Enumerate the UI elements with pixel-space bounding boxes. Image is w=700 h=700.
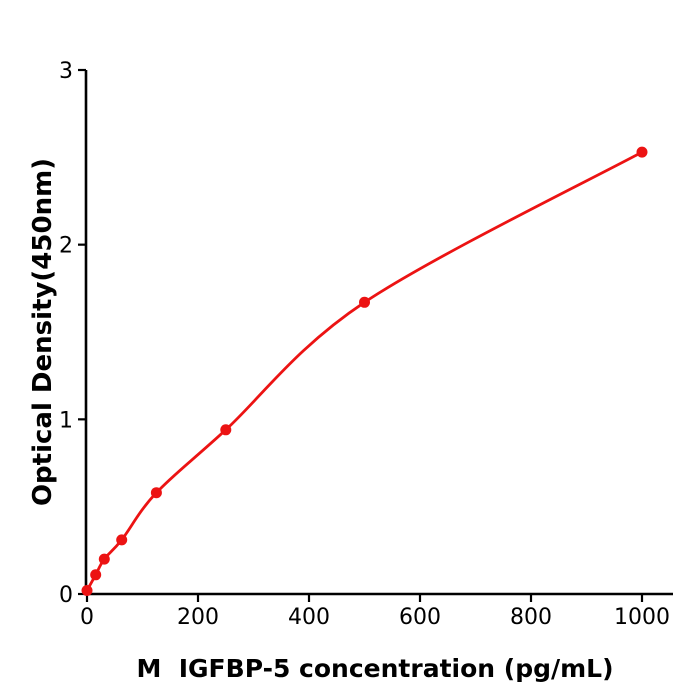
y-ticks: 0 1 2 3 [59,59,86,608]
x-tick-label: 1000 [614,605,670,630]
x-axis-title: M IGFBP-5 concentration (pg/mL) [136,654,614,683]
y-tick-label: 1 [59,408,73,433]
data-point-marker [359,296,370,308]
data-point-marker [90,569,102,581]
x-tick-label: 200 [177,605,219,630]
data-point-marker [81,585,93,596]
data-point-marker [636,146,648,158]
data-points [81,146,648,596]
x-tick-label: 800 [510,605,552,630]
x-tick-label: 600 [399,605,441,630]
data-point-marker [116,534,128,546]
y-tick-label: 0 [59,583,73,608]
y-tick-label: 2 [59,234,73,259]
standard-curve-path [85,150,644,592]
y-axis-title: Optical Density(450nm) [28,157,58,507]
x-tick-label: 0 [80,605,94,630]
y-tick-label: 3 [59,59,73,84]
data-point-marker [98,553,110,565]
data-point-marker [220,424,232,436]
data-point-marker [150,487,162,499]
x-ticks: 0 200 400 600 800 1000 [80,594,670,630]
x-tick-label: 400 [288,605,330,630]
